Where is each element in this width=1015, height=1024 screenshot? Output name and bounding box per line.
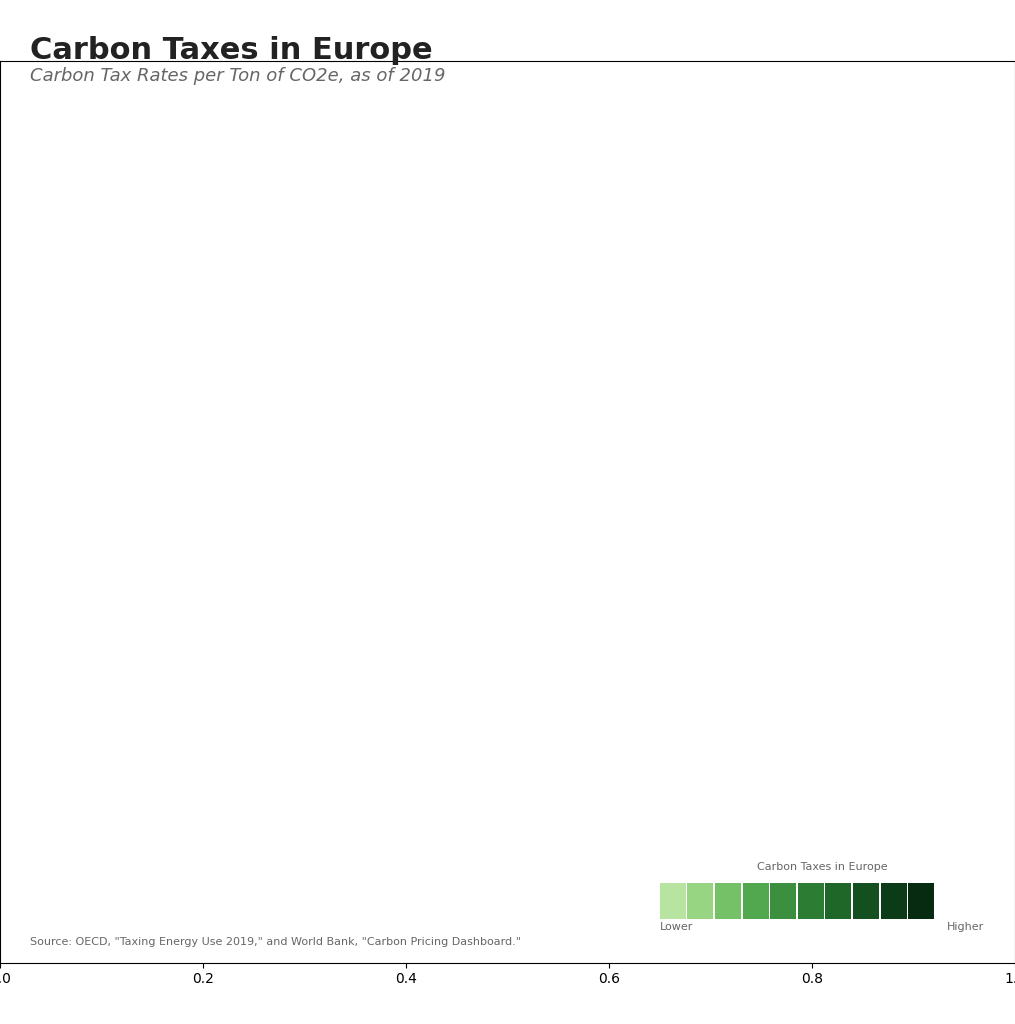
Text: Carbon Taxes in Europe: Carbon Taxes in Europe (30, 36, 433, 65)
Bar (825, 883, 852, 919)
Text: @TaxFoundation: @TaxFoundation (829, 987, 995, 1005)
Text: Higher: Higher (947, 922, 985, 932)
Bar (881, 883, 906, 919)
Bar (853, 883, 879, 919)
Bar (687, 883, 714, 919)
Bar (660, 883, 686, 919)
Text: Carbon Tax Rates per Ton of CO2e, as of 2019: Carbon Tax Rates per Ton of CO2e, as of … (30, 67, 446, 85)
Bar (908, 883, 934, 919)
Bar (743, 883, 768, 919)
Bar (715, 883, 741, 919)
Bar (770, 883, 796, 919)
Bar (798, 883, 824, 919)
Text: Carbon Taxes in Europe: Carbon Taxes in Europe (757, 862, 887, 871)
Text: Lower: Lower (660, 922, 693, 932)
Text: TAX FOUNDATION: TAX FOUNDATION (20, 987, 199, 1005)
Text: Source: OECD, "Taxing Energy Use 2019," and World Bank, "Carbon Pricing Dashboar: Source: OECD, "Taxing Energy Use 2019," … (30, 937, 522, 947)
